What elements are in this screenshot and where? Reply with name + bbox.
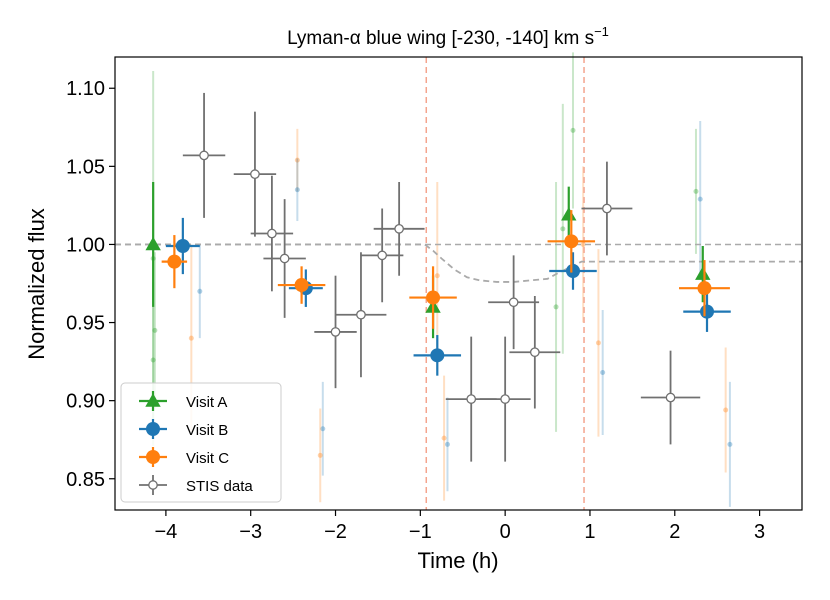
y-tick-label: 0.85 [66, 469, 105, 491]
data-point [330, 327, 341, 337]
plot-frame [114, 56, 803, 511]
chart-title-superscript: −1 [594, 24, 609, 39]
legend-marker [146, 450, 160, 464]
faint-point [434, 273, 440, 279]
faint-point [294, 157, 300, 163]
x-tick-label: 0 [500, 521, 511, 543]
data-point [199, 150, 209, 161]
data-point [508, 297, 519, 308]
faint-point [553, 304, 559, 310]
y-tick-label: 0.95 [66, 313, 105, 335]
faint-point [580, 241, 586, 247]
x-tick-label: −3 [239, 521, 262, 543]
data-point [430, 348, 445, 363]
chart-title-main: Lyman-α blue wing [-230, -140] km s [287, 28, 594, 49]
y-tick-label: 1.10 [66, 78, 105, 100]
data-point [700, 304, 715, 319]
data-point [145, 236, 161, 251]
legend-label: Visit C [186, 450, 229, 467]
y-tick-label: 0.90 [66, 391, 105, 413]
legend: Visit A Visit B Visit C STIS data [120, 382, 282, 503]
legend-marker [146, 422, 160, 436]
faint-point [441, 435, 447, 441]
data-point [602, 203, 612, 214]
faint-point [317, 452, 323, 458]
y-axis-label: Normalized flux [24, 208, 49, 360]
data-point [426, 290, 441, 305]
faint-points-layer [150, 52, 733, 507]
faint-point [150, 357, 156, 363]
data-point [566, 264, 580, 279]
data-point [466, 394, 477, 404]
faint-point [693, 188, 699, 194]
faint-point [595, 340, 601, 346]
faint-point [560, 226, 566, 232]
x-tick-label: −4 [154, 521, 177, 543]
legend-marker [148, 480, 158, 490]
x-tick-label: −2 [324, 521, 347, 543]
data-point [697, 281, 712, 296]
y-tick-label: 1.05 [66, 156, 105, 178]
x-tick-label: 2 [669, 521, 680, 543]
legend-marker [145, 393, 161, 407]
legend-items: Visit A Visit B Visit C STIS data [139, 391, 253, 495]
x-tick-label: 3 [754, 521, 765, 543]
faint-point [444, 441, 450, 447]
data-point [175, 239, 190, 254]
x-tick-label: 1 [584, 521, 595, 543]
data-point [377, 250, 388, 261]
data-point [167, 254, 182, 269]
data-point [294, 278, 309, 293]
data-point [665, 392, 676, 403]
data-point [529, 347, 540, 358]
legend-label: Visit B [186, 422, 228, 439]
legend-label: STIS data [186, 478, 253, 495]
chart-title: Lyman-α blue wing [-230, -140] km s−1 [287, 24, 609, 49]
faint-point [570, 127, 576, 133]
faint-point [294, 187, 300, 193]
faint-point [152, 327, 158, 333]
faint-point [723, 407, 729, 413]
faint-point [697, 196, 703, 202]
data-point [561, 207, 577, 221]
data-points-layer [145, 92, 731, 462]
faint-point [197, 288, 203, 294]
data-point [500, 394, 510, 404]
data-point [279, 253, 290, 264]
x-axis-label: Time (h) [417, 548, 498, 573]
data-point [250, 169, 260, 180]
faint-point [600, 370, 606, 376]
legend-label: Visit A [186, 394, 227, 411]
data-point [695, 266, 711, 280]
data-point [564, 234, 579, 249]
legend-box [120, 382, 282, 503]
y-tick-label: 1.00 [66, 234, 105, 256]
faint-point [727, 441, 733, 447]
faint-point [188, 335, 194, 341]
data-point [356, 309, 366, 320]
x-tick-label: −1 [409, 521, 432, 543]
faint-point [320, 426, 326, 432]
data-point [267, 228, 277, 239]
data-point [394, 223, 404, 234]
ticks-layer: −4 −3 −2 −1 0 1 2 3 0.85 0.90 0.95 1.00 1.05 1.10 [66, 78, 765, 543]
